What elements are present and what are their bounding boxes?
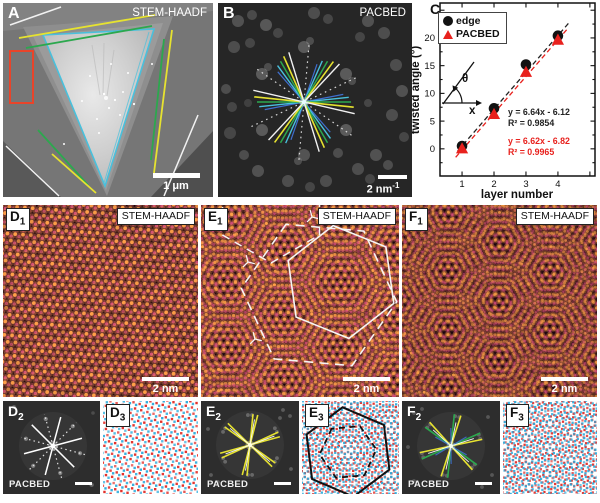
cyan-edge-outline [41,28,156,189]
panel-d1-technique-label: STEM-HAADF [116,208,195,225]
stem-overview-image [3,3,213,197]
flake-core-triangle [43,29,154,186]
pacbed-caption: PACBED [9,479,51,490]
panel-d2-label: D2 [8,403,24,423]
legend-item-edge: edge [443,15,500,27]
pacbed-caption: PACBED [408,479,450,490]
scale-bar [274,481,291,485]
bright-specks [63,63,153,145]
panel-f2-pacbed-inset: F2 PACBED [402,401,500,494]
scale-bar [75,481,92,485]
pacbed-caption: PACBED [207,479,249,490]
scale-bar-label: 1 μm [163,180,189,192]
green-edge-lines [25,25,165,186]
panel-a-technique-label: STEM-HAADF [132,7,207,19]
fit-equation-edge: y = 6.64x - 6.12 R² = 0.9854 [508,107,570,129]
panel-b-label: B [223,5,235,22]
panel-f3-label: F3 [506,404,529,427]
panel-e2-label: E2 [206,403,221,423]
panel-e1-label: E1 [204,208,228,231]
panel-e2-pacbed-inset: E2 PACBED [201,401,299,494]
scale-bar-label: 2 nm [152,383,179,395]
legend-item-pacbed: PACBED [443,28,500,40]
svg-text:0: 0 [430,144,435,155]
svg-text:10: 10 [424,89,435,100]
panel-d2-pacbed-inset: D2 PACBED [3,401,100,494]
scale-bar-label: 2 nm [551,383,578,395]
panel-f3-atom-map: F3 [503,401,597,494]
panel-e1-atomic-image: E1 STEM-HAADF 2 nm [201,205,399,397]
panel-b-technique-label: PACBED [359,7,406,19]
surface-streaks [91,42,115,97]
pacbed-pattern-image [221,7,409,192]
panel-b-pacbed-pattern: B PACBED 2 nm-1 [218,3,412,197]
panel-d3-atom-map: D3 [103,401,198,494]
white-edge-lines [5,6,199,197]
solid-hexagon-outline [287,224,395,340]
moire-hexagon-overlay [221,205,398,367]
edge-marker-icon [443,16,453,26]
dashed-hexagon-outline [318,425,378,479]
scale-bar [153,173,200,178]
svg-text:20: 20 [424,33,435,44]
roi-rectangle [9,50,34,104]
panel-a-label: A [8,5,20,22]
panel-d3-label: D3 [106,404,131,427]
svg-text:4: 4 [555,179,560,190]
scale-bar [378,175,407,179]
chart-legend: edge PACBED [438,12,507,44]
dashed-hexagon-outline [240,223,398,367]
twist-angle-chart: θ x layer number twisted angle (°) 1 2 3 4 0… [412,2,596,201]
partial-dashed-hexagon [221,205,321,264]
solid-hexagon-outline [305,406,391,494]
svg-text:5: 5 [430,116,435,127]
scale-bar [142,376,189,381]
theta-inset-diagram: θ x [442,61,482,117]
svg-text:2: 2 [491,179,496,190]
panel-c-label: C [430,1,441,17]
fit-equation-pacbed: y = 6.62x - 6.82 R² = 0.9965 [508,136,570,158]
vertex-marks [242,210,319,345]
panel-f1-atomic-image: F1 STEM-HAADF 2 nm [402,205,597,397]
svg-text:1: 1 [459,179,464,190]
x-axis-title: layer number [481,189,554,201]
y-axis-title: twisted angle (°) [412,46,422,134]
scale-bar [475,481,492,485]
panel-c-chart: θ x layer number twisted angle (°) 1 2 3 4 0… [412,0,600,203]
panel-f1-technique-label: STEM-HAADF [515,208,594,225]
scale-bar [541,376,588,381]
scale-bar-label: 2 nm [353,383,380,395]
x-axis-annotation: x [469,105,476,117]
panel-e3-atom-map: E3 [302,401,399,494]
theta-label: θ [462,73,468,85]
panel-d1-atomic-image: D1 STEM-HAADF 2 nm [3,205,198,397]
panel-a-stem-overview: A STEM-HAADF 1 μm [3,3,213,197]
panel-e1-technique-label: STEM-HAADF [317,208,396,225]
moire-hexagon-overlay [305,406,391,494]
panel-f2-label: F2 [407,403,422,423]
svg-text:3: 3 [523,179,528,190]
yellow-edge-lines [18,14,173,194]
pacbed-marker-icon [443,29,453,39]
svg-text:15: 15 [424,61,435,72]
scale-bar-label: 2 nm-1 [366,181,400,196]
panel-d1-label: D1 [6,208,31,231]
panel-e3-label: E3 [305,404,329,427]
scale-bar [343,376,390,381]
panel-f1-label: F1 [405,208,428,231]
